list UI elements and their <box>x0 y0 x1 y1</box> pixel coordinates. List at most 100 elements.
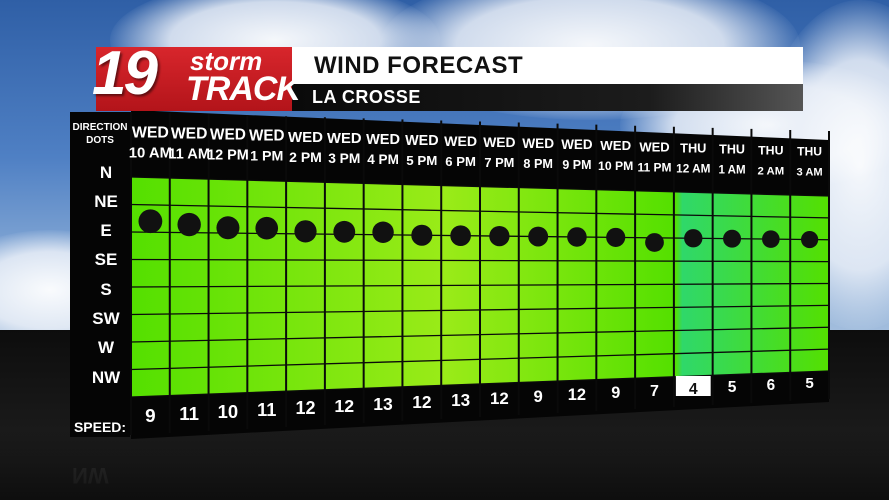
speed-highlight-cell <box>675 376 711 396</box>
title-bar <box>292 47 803 84</box>
column-day-label: WED <box>444 133 477 149</box>
wind-speed-value: 5 <box>728 379 737 396</box>
column-day-label: WED <box>483 134 515 150</box>
wind-direction-dot <box>138 209 163 234</box>
wind-speed-value: 13 <box>373 394 393 414</box>
column-time-label: 7 PM <box>484 155 514 170</box>
wind-speed-value: 12 <box>568 386 586 404</box>
grid-row-line <box>130 326 830 343</box>
wind-direction-dot <box>762 230 780 248</box>
nw-reflection: NW <box>72 463 109 488</box>
column-time-label: 10 AM <box>129 146 172 162</box>
direction-label-nw: NW <box>92 368 121 387</box>
speed-label: SPEED: <box>74 419 126 435</box>
label-column-background <box>70 112 130 437</box>
grid-row-line <box>130 203 830 219</box>
wind-speed-value: 12 <box>334 396 354 416</box>
wind-direction-dot <box>567 227 587 247</box>
column-day-label: WED <box>327 131 362 147</box>
row-header-top: DIRECTION <box>73 122 128 133</box>
wind-direction-dot <box>255 216 279 240</box>
column-time-label: 1 AM <box>718 164 745 176</box>
wind-direction-dot <box>645 233 664 252</box>
column-day-label: THU <box>719 142 745 156</box>
grid-row-line <box>130 282 830 288</box>
wind-speed-value: 13 <box>451 391 470 410</box>
logo-number: 19 <box>92 39 158 108</box>
column-time-label: 3 AM <box>797 166 823 178</box>
column-time-label: 10 PM <box>598 159 633 173</box>
wind-speed-value: 9 <box>534 387 543 406</box>
column-day-label: WED <box>561 137 593 152</box>
wind-speed-value: 6 <box>767 377 776 394</box>
row-header-bottom: DOTS <box>86 135 114 146</box>
wind-speed-value: 11 <box>257 400 276 420</box>
column-time-label: 9 PM <box>562 158 591 172</box>
column-day-label: WED <box>288 129 323 146</box>
wind-speed-value: 5 <box>805 375 813 392</box>
wind-direction-dot <box>411 224 433 246</box>
column-day-label: WED <box>600 138 631 153</box>
wind-direction-dot <box>489 225 510 247</box>
direction-label-n: N <box>100 163 112 182</box>
column-time-label: 12 PM <box>207 148 249 164</box>
direction-label-s: S <box>100 280 111 299</box>
column-day-label: WED <box>249 128 285 145</box>
wind-direction-dot <box>333 220 356 243</box>
column-day-label: WED <box>210 127 246 144</box>
column-day-label: WED <box>366 132 400 148</box>
wind-direction-dot <box>294 220 317 243</box>
wind-direction-dot <box>801 230 819 249</box>
column-time-label: 2 PM <box>289 149 322 165</box>
wind-speed-value: 12 <box>490 389 509 408</box>
grid-row-line <box>130 348 830 371</box>
location-bar <box>292 84 803 111</box>
wind-speed-value: 11 <box>179 403 199 424</box>
grid-row-line <box>130 304 830 316</box>
column-time-label: 4 PM <box>367 152 399 167</box>
column-day-label: WED <box>522 136 554 151</box>
direction-label-e: E <box>100 221 111 240</box>
wind-speed-value: 4 <box>689 381 698 398</box>
wind-direction-dot <box>177 212 201 237</box>
column-day-label: WED <box>639 139 669 154</box>
grid-row-line <box>130 176 830 197</box>
wind-speed-value: 7 <box>650 383 659 400</box>
wind-direction-dot <box>216 216 240 240</box>
column-time-label: 2 AM <box>758 165 785 177</box>
direction-label-w: W <box>98 338 115 357</box>
column-time-label: 12 AM <box>676 162 710 175</box>
column-time-label: 5 PM <box>406 153 437 168</box>
direction-label-se: SE <box>95 250 118 269</box>
wind-direction-dot <box>684 229 703 248</box>
wind-speed-value: 9 <box>145 406 156 427</box>
wind-speed-value: 12 <box>412 392 431 412</box>
wind-speed-value: 9 <box>611 384 620 402</box>
logo-background <box>96 47 292 111</box>
wind-speed-value: 12 <box>295 398 315 418</box>
wind-direction-dot <box>528 226 549 247</box>
direction-label-sw: SW <box>92 309 120 328</box>
column-day-label: THU <box>680 140 706 155</box>
column-time-label: 6 PM <box>445 154 476 169</box>
grid-row-line <box>130 370 830 398</box>
wind-speed-value: 10 <box>218 401 239 422</box>
column-time-label: 1 PM <box>250 149 283 165</box>
location-label: LA CROSSE <box>312 87 421 107</box>
column-day-label: THU <box>797 144 822 158</box>
wind-direction-dot <box>450 225 471 247</box>
grid-row-line <box>130 231 830 241</box>
column-day-label: WED <box>405 133 438 149</box>
logo-storm-text: storm <box>190 46 263 76</box>
column-day-label: WED <box>132 125 169 142</box>
column-day-label: WED <box>171 126 208 143</box>
column-time-label: 8 PM <box>523 157 553 171</box>
wind-direction-dot <box>372 221 394 243</box>
direction-label-ne: NE <box>94 192 118 211</box>
wind-direction-dot <box>723 229 742 248</box>
logo-track-text: TRACK <box>186 70 301 108</box>
grid-row-line <box>130 258 830 263</box>
column-time-label: 11 PM <box>637 160 671 174</box>
